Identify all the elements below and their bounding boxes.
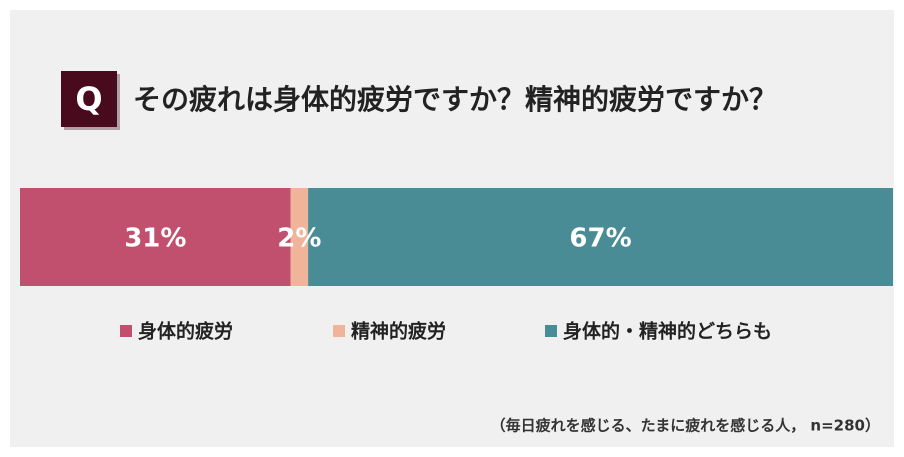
- data-label: 2%: [277, 224, 321, 254]
- chart-title: その疲れは身体的疲労ですか？精神的疲労ですか？: [133, 83, 777, 116]
- data-label: 31%: [124, 224, 186, 254]
- legend-label: 精神的疲労: [351, 320, 446, 343]
- legend-swatch: [120, 325, 132, 337]
- q-letter: Q: [75, 80, 102, 118]
- bar-segment: [290, 188, 309, 286]
- note: （毎日疲れを感じる、たまに疲れを感じる人， n=280）: [491, 417, 880, 435]
- data-label: 67%: [569, 224, 631, 254]
- legend-swatch: [333, 325, 345, 337]
- legend-label: 身体的疲労: [138, 320, 233, 343]
- legend-swatch: [545, 325, 557, 337]
- legend-label: 身体的・精神的どちらも: [563, 320, 772, 343]
- bar-segment: [20, 188, 291, 286]
- bar-segment: [308, 188, 894, 286]
- q-box: [61, 71, 117, 127]
